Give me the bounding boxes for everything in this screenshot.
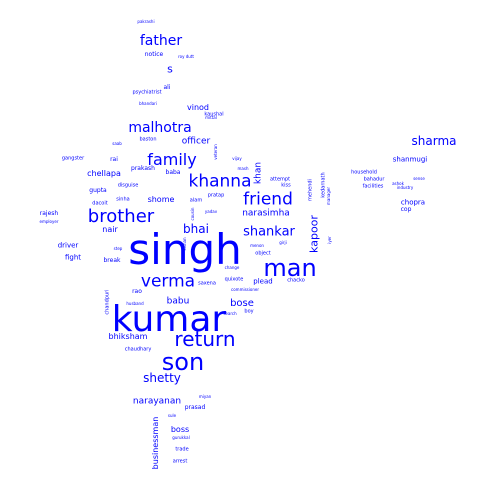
cloud-word-search: search xyxy=(223,311,237,316)
cloud-word-industry: industry xyxy=(396,185,414,190)
cloud-word-manager: manager xyxy=(326,187,331,205)
cloud-word-chandpuri: chandpuri xyxy=(104,289,111,315)
cloud-word-facilities: facilities xyxy=(362,183,384,190)
cloud-word-baba: baba xyxy=(165,169,181,176)
cloud-word-mittal: mittal xyxy=(205,115,217,120)
cloud-word-pratap: pratap xyxy=(207,192,225,199)
cloud-word-sense: sense xyxy=(413,176,425,181)
cloud-word-son: son xyxy=(161,348,205,376)
cloud-word-kiss: kiss xyxy=(281,182,291,189)
cloud-word-kumar: kumar xyxy=(111,299,227,340)
cloud-word-officer: officer xyxy=(181,136,211,147)
cloud-word-gurukkal: gurukkal xyxy=(172,435,190,440)
cloud-word-baston: baston xyxy=(139,136,157,143)
cloud-word-shetty: shetty xyxy=(143,371,181,385)
cloud-word-girji: girji xyxy=(279,240,287,245)
cloud-word-kapoor: kapoor xyxy=(307,215,321,253)
cloud-word-chopra: chopra xyxy=(400,198,426,207)
cloud-word-dacoit: dacoit xyxy=(92,200,108,207)
cloud-word-break: break xyxy=(103,257,121,264)
cloud-word-rajesh: rajesh xyxy=(39,210,59,217)
cloud-word-saab: saab xyxy=(112,141,122,146)
cloud-word-shanmugi: shanmugi xyxy=(392,155,428,164)
cloud-word-attempt: attempt xyxy=(269,176,291,183)
cloud-word-shankar: shankar xyxy=(243,224,295,240)
cloud-word-veteran: veteran xyxy=(213,144,218,160)
cloud-word-khan: khan xyxy=(253,161,264,185)
cloud-word-shome: shome xyxy=(147,195,175,204)
cloud-word-prakash: prakash xyxy=(131,165,155,172)
cloud-word-vijay: vijay xyxy=(232,156,242,161)
cloud-word-step: step xyxy=(113,246,123,251)
cloud-word-babu: babu xyxy=(166,296,190,307)
cloud-word-chaudhary: chaudhary xyxy=(124,346,152,353)
cloud-word-bhiksham: bhiksham xyxy=(108,332,148,341)
cloud-word-trade: trade xyxy=(175,446,189,453)
cloud-word-roy-dutt: roy dutt xyxy=(178,54,194,59)
cloud-word-pakrashi: pakrashi xyxy=(137,19,155,24)
cloud-word-bhai: bhai xyxy=(183,222,209,236)
cloud-word-bhandari: bhandari xyxy=(139,101,157,106)
cloud-word-household: household xyxy=(351,169,377,176)
cloud-word-alam: alam xyxy=(189,197,203,204)
cloud-word-rao: rao xyxy=(132,288,142,295)
cloud-word-husband: husband xyxy=(126,301,144,306)
cloud-word-nair: nair xyxy=(102,225,118,234)
cloud-word-cousin: cousin xyxy=(190,207,195,221)
cloud-word-family: family xyxy=(147,150,197,169)
cloud-word-return: return xyxy=(174,327,236,351)
cloud-word-gupta: gupta xyxy=(89,187,107,194)
cloud-word-menon: menon xyxy=(250,243,264,248)
cloud-word-man: man xyxy=(263,254,317,282)
cloud-word-yadav: yadav xyxy=(204,209,218,214)
cloud-word-mash: mash xyxy=(237,166,249,171)
cloud-word-businessman: businessman xyxy=(151,416,160,470)
cloud-word-kaushal: kaushal xyxy=(204,111,224,118)
cloud-word-quixote: quixote xyxy=(224,276,244,283)
cloud-word-verma: verma xyxy=(140,271,196,292)
cloud-word-ali: ali xyxy=(163,84,171,91)
cloud-word-saxena: saxena xyxy=(198,280,216,287)
cloud-word-boss: boss xyxy=(170,425,190,434)
cloud-word-rai: rai xyxy=(110,156,118,163)
cloud-word-chellapa: chellapa xyxy=(87,169,121,178)
cloud-word-psychiatrist: psychiatrist xyxy=(132,89,162,96)
cloud-word-object: object xyxy=(255,250,271,257)
cloud-word-plead: plead xyxy=(253,277,273,286)
cloud-word-friend: friend xyxy=(243,189,293,210)
cloud-word-cop: cop xyxy=(400,206,412,213)
cloud-word-s: s xyxy=(167,62,173,76)
cloud-word-sule: sule xyxy=(167,413,177,418)
cloud-word-khanna: khanna xyxy=(188,171,252,192)
cloud-word-sharma: sharma xyxy=(411,134,457,148)
cloud-word-disguise: disguise xyxy=(117,182,139,189)
cloud-word-iyer: iyer xyxy=(327,236,332,244)
cloud-word-vinod: vinod xyxy=(187,103,209,112)
cloud-word-chacko: chacko xyxy=(287,277,305,284)
cloud-word-driver: driver xyxy=(57,241,79,250)
cloud-word-father: father xyxy=(139,33,183,49)
cloud-word-sinha: sinha xyxy=(116,196,130,203)
cloud-word-notice: notice xyxy=(144,51,164,58)
cloud-word-mehendi: mehendi xyxy=(307,179,314,201)
cloud-word-employer: employer xyxy=(39,219,59,224)
cloud-word-fight: fight xyxy=(64,253,82,262)
cloud-word-brother: brother xyxy=(87,206,155,227)
cloud-word-commissioner: commissioner xyxy=(231,287,259,292)
cloud-word-singh: singh xyxy=(128,225,242,274)
cloud-word-narasimha: narasimha xyxy=(242,208,290,219)
cloud-word-narayanan: narayanan xyxy=(132,396,182,407)
cloud-word-kishan: kishan xyxy=(182,237,187,251)
cloud-word-bahadur: bahadur xyxy=(363,176,385,183)
cloud-word-arrest: arrest xyxy=(172,458,188,465)
cloud-word-change: change xyxy=(224,265,240,270)
cloud-word-malhotra: malhotra xyxy=(128,120,192,136)
cloud-word-bose: bose xyxy=(230,298,254,309)
cloud-word-miyan: miyan xyxy=(198,394,212,399)
cloud-word-boy: boy xyxy=(244,308,254,315)
cloud-word-gangster: gangster xyxy=(61,155,85,162)
cloud-word-prasad: prasad xyxy=(184,404,206,411)
cloud-word-ashok: ashok xyxy=(392,181,404,186)
